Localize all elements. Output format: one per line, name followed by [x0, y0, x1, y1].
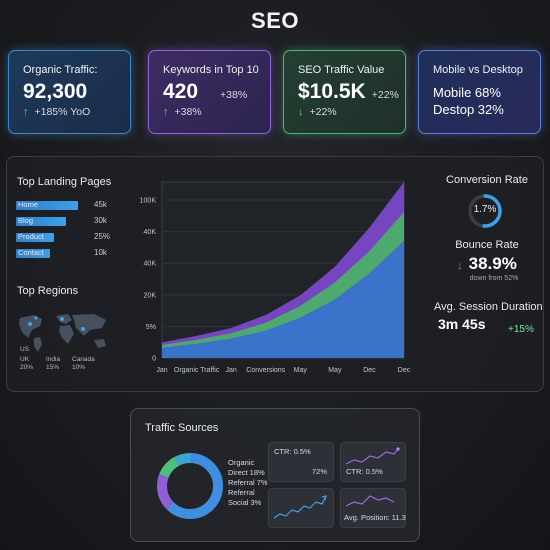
- page-title: SEO: [251, 8, 299, 33]
- x-tick-label: Jan: [225, 367, 236, 374]
- y-tick-label: 20K: [144, 292, 157, 299]
- kpi-change: +22%: [309, 106, 337, 118]
- arrow-up-icon: ↑: [163, 106, 169, 118]
- x-tick-label: Dec: [363, 367, 376, 374]
- y-tick-label: 40K: [144, 229, 157, 236]
- x-tick-label: Jan: [156, 367, 167, 374]
- bounce-rate-label: Bounce Rate: [455, 239, 519, 251]
- landing-page-row[interactable]: Product 25%: [16, 232, 111, 242]
- kpi-label: Organic Traffic:: [23, 64, 98, 76]
- y-tick-label: 5%: [146, 324, 156, 331]
- kpi-label: Keywords in Top 10: [163, 64, 259, 76]
- traffic-trend-sparkline: [273, 495, 327, 519]
- kpi-change: +38%: [174, 106, 202, 118]
- kpi-organic-traffic-card[interactable]: Organic Traffic: 92,300 ↑ +185% YoO: [8, 50, 131, 134]
- kpi-desktop: Destop 32%: [433, 102, 504, 117]
- y-tick-label: 0: [152, 356, 156, 363]
- x-tick-label: Organic Traffic: [174, 367, 220, 374]
- conversion-rate-gauge: [468, 194, 502, 228]
- landing-page-row[interactable]: Blog 30k: [16, 216, 108, 226]
- arrow-down-icon: ↓: [457, 260, 463, 272]
- area-series-0: [162, 240, 404, 358]
- kpi-value: $10.5K: [298, 80, 366, 103]
- y-tick-label: 40K: [144, 261, 157, 268]
- kpi-change-inline: +38%: [220, 89, 248, 101]
- world-map-icon: [19, 314, 106, 352]
- ctr-label: CTR: 0.5%: [274, 447, 311, 456]
- kpi-label: Mobile vs Desktop: [433, 64, 523, 76]
- kpi-device-card[interactable]: Mobile vs Desktop Mobile 68% Destop 32%: [418, 50, 541, 134]
- traffic-source-legend-item: Social 3%: [228, 498, 262, 507]
- arrow-up-icon: ↑: [23, 106, 29, 118]
- landing-page-value: 25%: [94, 232, 111, 241]
- kpi-keywords-card[interactable]: Keywords in Top 10 420 +38% ↑ +38%: [148, 50, 271, 134]
- landing-page-bar: [16, 201, 78, 210]
- session-duration-change: +15%: [508, 324, 534, 335]
- x-tick-label: Dec: [398, 367, 411, 374]
- landing-page-label: Home: [18, 200, 39, 209]
- traffic-sources-title: Traffic Sources: [145, 422, 219, 434]
- landing-pages-title: Top Landing Pages: [17, 176, 112, 188]
- session-duration-label: Avg. Session Duration: [434, 301, 543, 313]
- traffic-source-legend-item: Organic: [228, 458, 255, 467]
- y-tick-label: 100K: [140, 198, 157, 205]
- avg-position-sparkline: [345, 495, 395, 507]
- traffic-trend-mini-card[interactable]: [268, 488, 334, 528]
- ctr-mini-card[interactable]: [268, 442, 334, 482]
- regions-title: Top Regions: [17, 285, 79, 297]
- x-tick-label: May: [294, 367, 308, 374]
- bounce-rate-note: down from 52%: [469, 275, 519, 282]
- traffic-source-legend-item: Referral: [228, 488, 255, 497]
- avg-position-label: Avg. Position: 11.3: [344, 513, 406, 522]
- arrow-down-icon: ↓: [298, 106, 304, 118]
- region-label: Canada: [72, 356, 95, 363]
- ctr-trend-sparkline: [345, 447, 400, 465]
- avg-position-mini-card[interactable]: [340, 488, 406, 528]
- landing-page-label: Blog: [18, 216, 34, 225]
- kpi-mobile: Mobile 68%: [433, 85, 501, 100]
- region-label: US: [20, 346, 30, 353]
- region-label: UK: [20, 356, 30, 363]
- conversion-rate-value: 1.7%: [473, 204, 497, 215]
- landing-page-row[interactable]: Contact 10k: [16, 248, 108, 258]
- kpi-traffic-value-card[interactable]: SEO Traffic Value $10.5K +22% ↓ +22%: [283, 50, 406, 134]
- landing-page-value: 45k: [94, 200, 107, 209]
- ctr-value: 72%: [312, 467, 328, 476]
- region-label: India: [46, 356, 61, 363]
- session-duration-value: 3m 45s: [438, 316, 486, 332]
- region-value: 10%: [72, 364, 86, 371]
- ctr-label: CTR: 0.5%: [346, 467, 383, 476]
- traffic-source-legend-item: Direct 18%: [228, 468, 265, 477]
- landing-page-bar: [16, 249, 51, 258]
- kpi-value: 420: [163, 80, 199, 103]
- kpi-change: +185% YoO: [34, 106, 91, 118]
- landing-page-row[interactable]: Home 45k: [16, 200, 108, 210]
- region-value: 20%: [20, 364, 34, 371]
- x-tick-label: Conversions: [246, 367, 285, 374]
- landing-page-label: Product: [18, 232, 44, 241]
- x-tick-label: May: [328, 367, 342, 374]
- kpi-change-inline: +22%: [371, 89, 399, 101]
- landing-page-bar: [16, 233, 55, 242]
- conversion-rate-label: Conversion Rate: [446, 174, 528, 186]
- kpi-label: SEO Traffic Value: [298, 64, 385, 76]
- traffic-sources-donut-chart: [157, 453, 223, 519]
- region-value: 15%: [46, 364, 60, 371]
- kpi-value: 92,300: [23, 80, 88, 103]
- bounce-rate-value: 38.9%: [468, 254, 517, 273]
- landing-page-bar: [16, 217, 66, 226]
- landing-page-label: Contact: [18, 248, 44, 257]
- landing-page-value: 10k: [94, 248, 107, 257]
- landing-page-value: 30k: [94, 216, 107, 225]
- traffic-source-legend-item: Referral 7%: [228, 478, 268, 487]
